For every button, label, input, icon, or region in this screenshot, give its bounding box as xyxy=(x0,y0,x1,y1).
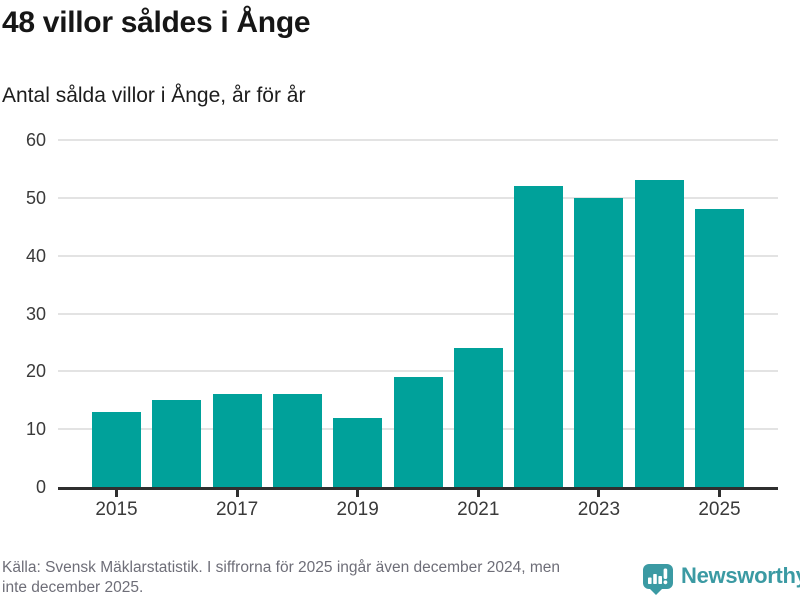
x-axis-label-2019: 2019 xyxy=(336,499,379,520)
x-tick-2025 xyxy=(718,490,721,497)
x-axis-line xyxy=(58,487,778,490)
speech-bubble-pointer xyxy=(649,587,663,595)
bar-2019 xyxy=(333,417,383,487)
y-axis-label-0: 0 xyxy=(35,477,46,497)
gridline-50 xyxy=(58,196,778,199)
newsworthy-logo-text: Newsworthy xyxy=(681,563,800,588)
x-axis-label-2023: 2023 xyxy=(577,499,621,520)
gridline-60 xyxy=(58,139,778,141)
bar-2016 xyxy=(152,400,202,487)
x-axis-label-2025: 2025 xyxy=(698,499,741,520)
x-axis-label-2017: 2017 xyxy=(215,499,259,520)
bar-2020 xyxy=(393,377,443,487)
y-axis-label-40: 40 xyxy=(25,245,46,266)
source-attribution: Källa: Svensk Mäklarstatistik. I siffror… xyxy=(2,558,662,598)
y-axis-label-60: 60 xyxy=(25,130,46,150)
x-axis-label-2021: 2021 xyxy=(457,499,500,520)
chart-subtitle: Antal sålda villor i Ånge, år för år xyxy=(2,84,306,107)
newsworthy-logo: Newsworthy xyxy=(643,563,800,595)
x-tick-2015 xyxy=(115,490,118,497)
source-line-1: Källa: Svensk Mäklarstatistik. I siffror… xyxy=(2,559,560,576)
bar-2024 xyxy=(634,180,684,487)
x-axis-label-2015: 2015 xyxy=(95,499,138,520)
bar-2022 xyxy=(514,186,564,487)
bar-2017 xyxy=(212,394,262,487)
x-tick-2019 xyxy=(356,490,360,497)
x-tick-2021 xyxy=(476,490,480,497)
y-axis-label-50: 50 xyxy=(25,187,46,208)
bar-2025 xyxy=(695,209,744,487)
source-line-2: inte december 2025. xyxy=(2,579,144,596)
bar-2018 xyxy=(272,394,322,487)
bar-2021 xyxy=(453,348,503,487)
y-axis-label-30: 30 xyxy=(25,303,46,324)
bar-chart-speech-bubble-icon xyxy=(643,563,673,595)
y-axis-label-10: 10 xyxy=(25,419,46,440)
x-tick-2023 xyxy=(597,490,601,497)
gridline-30 xyxy=(58,312,778,315)
chart-title: 48 villor såldes i Ånge xyxy=(2,6,311,39)
gridline-20 xyxy=(58,370,778,373)
y-axis-label-20: 20 xyxy=(25,361,46,382)
bar-2023 xyxy=(574,197,624,487)
x-tick-2017 xyxy=(235,490,239,497)
gridline-40 xyxy=(58,254,778,257)
bar-2015 xyxy=(92,411,141,487)
